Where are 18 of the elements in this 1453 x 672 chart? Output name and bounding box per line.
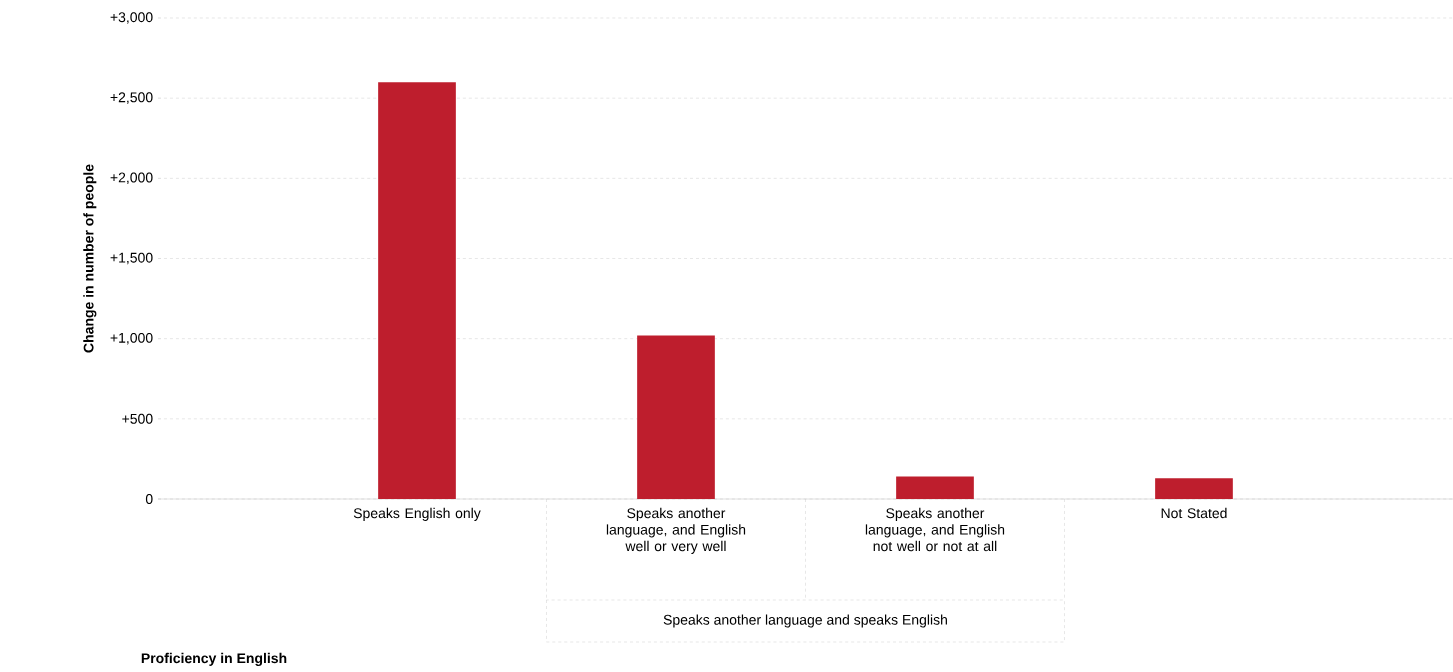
x-tick-label: Speaks English only bbox=[353, 507, 481, 521]
y-tick-label: 0 bbox=[145, 494, 153, 504]
y-tick-label: +1,000 bbox=[110, 332, 153, 345]
text: Speaks another language and speaks English bbox=[663, 614, 947, 628]
y-tick-label: +500 bbox=[122, 413, 153, 424]
bar bbox=[1155, 478, 1233, 499]
bar bbox=[637, 335, 715, 499]
y-tick-label: +3,000 bbox=[110, 12, 153, 24]
x-tick-label: Not Stated bbox=[1161, 507, 1227, 519]
text: Proficiency in English bbox=[141, 652, 287, 666]
x-tick-label: Speaks another language, and English not well or not at all bbox=[865, 507, 1005, 552]
y-tick-label: +2,000 bbox=[110, 172, 153, 185]
y-tick-label: +2,500 bbox=[110, 92, 153, 104]
x-tick-label: Speaks another language, and English well or very well bbox=[606, 507, 746, 554]
bar bbox=[378, 82, 456, 499]
y-tick-label: +1,500 bbox=[110, 252, 153, 265]
bar bbox=[896, 476, 974, 499]
y-axis-title: Change in number of people bbox=[83, 164, 97, 353]
